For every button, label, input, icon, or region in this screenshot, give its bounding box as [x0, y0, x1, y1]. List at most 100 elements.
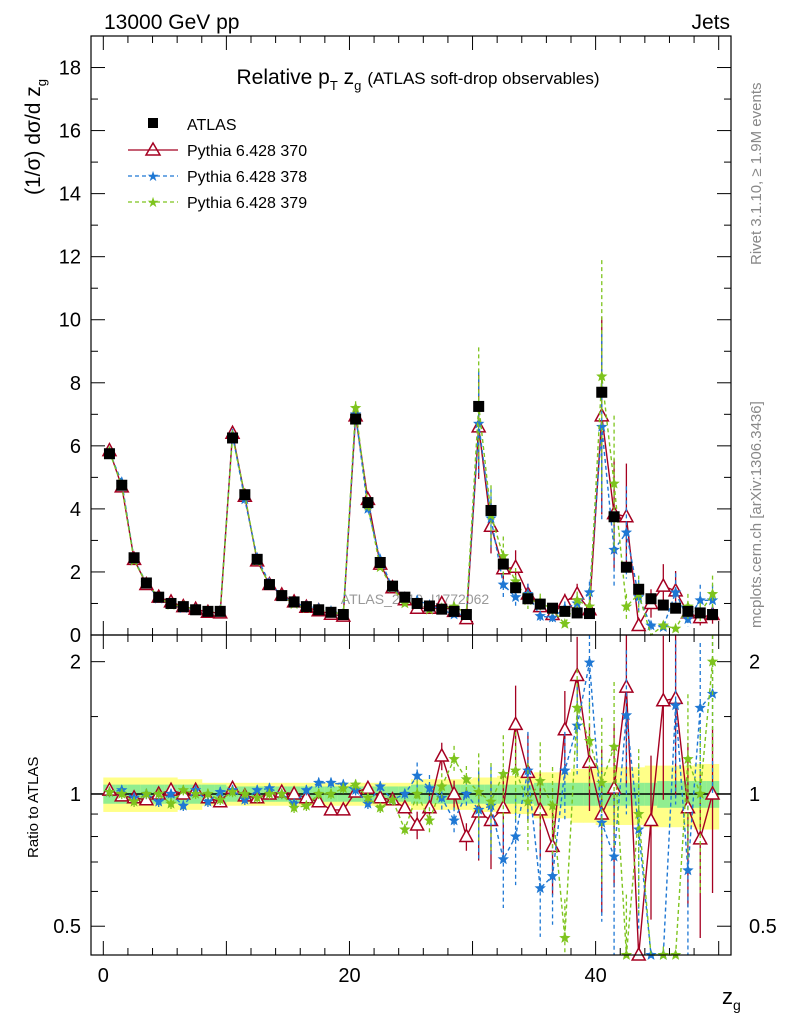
main-series-1-point — [655, 577, 672, 592]
ratio-series-2-point — [620, 709, 633, 721]
atlas-data-point — [362, 497, 374, 509]
ratio-series-3-point — [509, 764, 522, 776]
ratio-series-3-point — [202, 787, 214, 799]
main-series-1-point — [630, 616, 647, 632]
atlas-data-point — [239, 489, 251, 501]
legend-p378-label: Pythia 6.428 378 — [187, 169, 307, 186]
ratio-series-1-point — [507, 715, 524, 731]
ratio-y-tick-label: 0.5 — [53, 916, 81, 938]
main-series-1-point — [507, 558, 524, 573]
ratio-series-3-point — [153, 787, 165, 799]
legend: ATLAS Pythia 6.428 370 ★ Pythia 6.428 37… — [128, 117, 307, 212]
ratio-series-3-point — [349, 778, 362, 790]
main-series-2-point — [620, 526, 633, 538]
ratio-series-3-point — [411, 787, 423, 799]
ratio-series-3-point — [436, 780, 448, 792]
ratio-series-3-point — [571, 701, 583, 713]
main-y-tick-label: 0 — [70, 625, 81, 647]
ratio-series-3-point — [313, 787, 325, 799]
ratio-plot-frame — [90, 634, 732, 956]
atlas-data-point — [694, 607, 706, 619]
ratio-series-2-point — [583, 656, 596, 668]
svg-text:★: ★ — [147, 194, 160, 210]
atlas-data-point — [128, 552, 140, 564]
ratio-series-3-point — [633, 808, 645, 819]
ratio-series-3-point — [263, 787, 276, 799]
ratio-series-2-point — [251, 784, 263, 795]
ratio-series-2-point — [374, 780, 386, 792]
main-series-2-point — [645, 619, 657, 631]
main-series-3-point — [509, 575, 522, 587]
ratio-series-2-point — [546, 870, 559, 881]
main-series-2-point — [497, 578, 509, 590]
ratio-series-3-point — [423, 814, 436, 826]
atlas-data-point — [510, 582, 522, 594]
x-tick-label: 40 — [584, 965, 606, 987]
ratio-series-2-point — [571, 719, 583, 731]
atlas-data-point — [583, 608, 595, 620]
ratio-series-3-point — [103, 786, 116, 797]
atlas-data-point — [473, 400, 485, 412]
ratio-series-3-point — [534, 775, 546, 786]
ratio-series-3-point — [288, 801, 300, 813]
main-y-tick-label: 12 — [59, 247, 81, 269]
ratio-series-3-point — [276, 787, 288, 799]
ratio-series-3-point — [226, 786, 239, 797]
ratio-series-3-point — [239, 787, 251, 799]
ratio-series-3-point — [362, 791, 374, 803]
legend-atlas-marker — [148, 118, 158, 128]
ratio-series-2-point — [534, 882, 546, 894]
ratio-series-2-point — [509, 830, 522, 842]
side-note-top: Rivet 3.1.10, ≥ 1.9M events — [748, 83, 765, 266]
ratio-series-2-point — [473, 803, 485, 815]
atlas-data-point — [682, 605, 694, 617]
ratio-series-3-point — [300, 799, 313, 811]
atlas-data-point — [116, 479, 128, 491]
ratio-series-2-point — [165, 787, 177, 799]
main-series-3-point — [571, 594, 583, 606]
main-y-tick-label: 2 — [70, 562, 81, 584]
main-plot-panel: Relative pT zg (ATLAS soft-drop observabl… — [22, 35, 732, 647]
x-tick-label: 0 — [98, 965, 109, 987]
atlas-data-point — [153, 591, 165, 603]
ratio-series-2-point — [325, 776, 337, 788]
ratio-series-3-point — [497, 768, 509, 779]
ratio-series-2-point — [300, 784, 313, 795]
atlas-data-point — [436, 603, 448, 615]
atlas-data-point — [448, 605, 460, 617]
ratio-series-3-point — [337, 782, 349, 794]
ratio-series-1-point — [643, 811, 659, 827]
main-series-3-point — [559, 618, 571, 629]
main-series-2-point — [546, 611, 559, 623]
atlas-data-point — [325, 606, 337, 618]
atlas-data-point — [202, 605, 214, 617]
atlas-data-point — [214, 605, 226, 617]
ratio-y-axis-label: Ratio to ATLAS — [25, 757, 42, 858]
ratio-series-2-point — [239, 793, 251, 805]
ratio-series-3-point — [546, 799, 559, 811]
side-note-bottom: mcplots.cern.ch [arXiv:1306.3436] — [748, 401, 765, 628]
ratio-series-3-point — [608, 740, 620, 752]
ratio-series-3-point — [165, 797, 177, 809]
main-y-tick-label: 14 — [59, 184, 81, 206]
ratio-plot-panel: Ratio to ATLAS 0.5 0.51 12 20 20 40 zg — [25, 634, 777, 1013]
atlas-data-point — [559, 605, 571, 617]
ratio-series-3-point — [399, 823, 411, 835]
ratio-series-2-point — [362, 797, 374, 809]
ratio-series-1-point — [310, 793, 327, 808]
ratio-series-3-point — [706, 655, 719, 667]
header-left: 13000 GeV pp — [104, 11, 239, 34]
legend-p370-marker — [128, 141, 178, 156]
atlas-data-point — [337, 609, 349, 621]
atlas-data-point — [522, 593, 534, 605]
atlas-data-point — [657, 599, 669, 611]
ratio-series-1-point — [323, 801, 339, 816]
main-series-2-point — [509, 591, 522, 602]
legend-p379-label: Pythia 6.428 379 — [187, 195, 307, 212]
legend-p370-label: Pythia 6.428 370 — [187, 143, 307, 160]
legend-p378-marker: ★ — [128, 168, 178, 184]
ratio-series-3-point — [251, 791, 263, 803]
ratio-series-3-point — [374, 801, 386, 813]
ratio-y-tick-label-right: 1 — [749, 784, 760, 806]
ratio-series-1-point — [409, 816, 425, 831]
